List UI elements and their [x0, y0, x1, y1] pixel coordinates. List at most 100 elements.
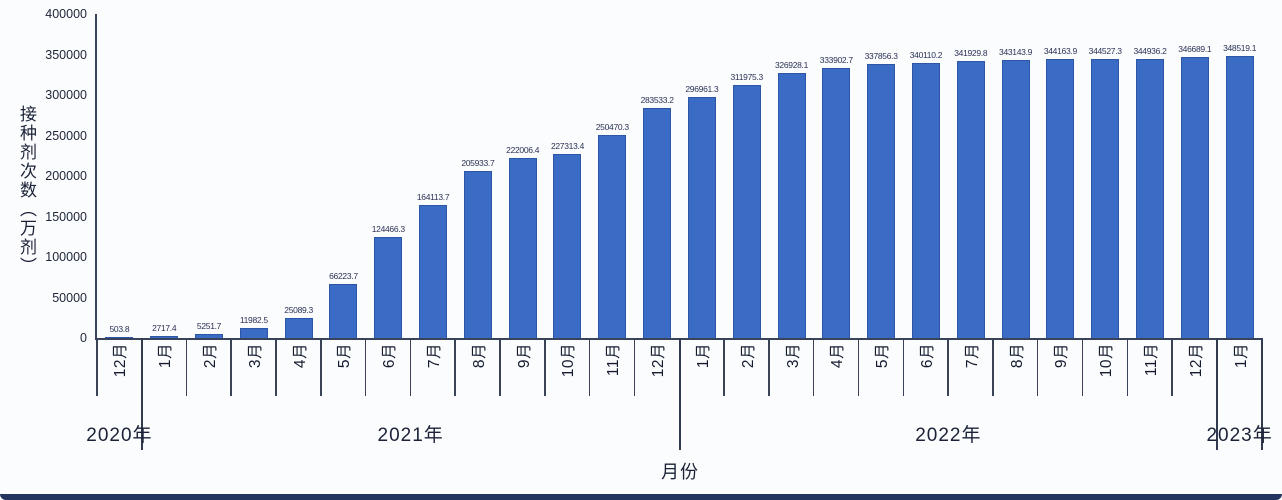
- month-separator-line: [633, 338, 636, 396]
- x-tick-month-label: 10月: [560, 343, 578, 378]
- bar: [1180, 57, 1209, 338]
- y-tick-label: 50000: [52, 290, 87, 305]
- month-separator-line: [96, 338, 98, 396]
- x-tick-month-label: 9月: [1053, 343, 1071, 369]
- month-separator-line: [947, 338, 949, 396]
- year-label: 2020年: [86, 425, 153, 446]
- bar-value-label: 25089.3: [284, 304, 313, 315]
- x-tick-month-label: 12月: [112, 343, 130, 378]
- y-tick-label: 350000: [45, 47, 87, 62]
- bar-value-label: 227313.4: [550, 140, 584, 151]
- y-tick-label: 250000: [45, 128, 87, 143]
- month-separator-line: [364, 338, 367, 396]
- month-separator-line: [1036, 338, 1039, 396]
- bar: [598, 135, 627, 338]
- bar: [150, 335, 179, 338]
- bar: [329, 284, 358, 338]
- x-tick-month-label: 6月: [918, 343, 936, 369]
- x-tick-month-label: 3月: [246, 343, 264, 369]
- month-separator-line: [544, 338, 546, 396]
- x-tick-month-label: 7月: [426, 343, 444, 369]
- bar-value-label: 343143.9: [999, 47, 1033, 58]
- year-separator-line: [1261, 338, 1263, 450]
- x-tick-month-label: 5月: [336, 343, 354, 369]
- bar-value-label: 311975.3: [730, 72, 763, 83]
- bar: [732, 85, 761, 338]
- bar: [687, 97, 716, 338]
- bar-value-label: 250470.3: [595, 122, 629, 133]
- x-tick-month-label: 9月: [515, 343, 533, 369]
- month-separator-line: [454, 338, 456, 396]
- bar-value-label: 222006.4: [506, 145, 540, 156]
- x-tick-month-label: 1月: [157, 343, 175, 369]
- x-tick-month-label: 2月: [202, 343, 219, 369]
- month-separator-line: [588, 338, 591, 396]
- year-separator-line: [140, 338, 143, 450]
- x-tick-month-label: 1月: [1232, 343, 1250, 369]
- bar-value-label: 5251.7: [196, 320, 222, 331]
- month-separator-line: [812, 338, 815, 396]
- x-tick-month-label: 3月: [784, 343, 802, 369]
- bar-value-label: 124466.3: [371, 224, 405, 235]
- bar: [956, 61, 985, 338]
- bar-value-label: 346689.1: [1178, 44, 1212, 55]
- year-separator-line: [678, 338, 681, 450]
- x-tick-month-label: 12月: [1187, 343, 1205, 378]
- x-tick-month-label: 4月: [291, 343, 309, 369]
- bar-value-label: 164113.7: [416, 192, 450, 203]
- x-tick-month-label: 8月: [470, 343, 488, 369]
- bar: [777, 73, 806, 338]
- x-tick-month-label: 8月: [1008, 343, 1026, 369]
- month-separator-line: [320, 338, 322, 396]
- x-tick-month-label: 1月: [694, 343, 712, 369]
- bar: [463, 171, 492, 338]
- x-tick-month-label: 6月: [381, 343, 399, 369]
- y-axis-title: 接种剂次数（万剂）: [17, 104, 36, 276]
- bar: [1046, 59, 1075, 338]
- bar: [239, 328, 268, 338]
- year-label: 2022年: [915, 425, 982, 446]
- bar: [1225, 55, 1254, 338]
- bar: [508, 158, 537, 338]
- bar-value-label: 66223.7: [329, 271, 358, 282]
- month-separator-line: [275, 338, 277, 396]
- month-separator-line: [857, 338, 860, 396]
- y-axis-line: [95, 14, 97, 338]
- bar-value-label: 348519.1: [1223, 42, 1257, 53]
- bar-value-label: 11982.5: [239, 315, 268, 326]
- bar-value-label: 2717.4: [152, 322, 177, 333]
- bar-value-label: 283533.2: [640, 95, 674, 106]
- bar-value-label: 344527.3: [1088, 45, 1122, 56]
- y-tick-label: 0: [80, 331, 87, 345]
- month-separator-line: [723, 338, 725, 396]
- bar-value-label: 340110.2: [909, 49, 943, 60]
- x-axis-title: 月份: [661, 462, 699, 482]
- bar: [911, 62, 940, 338]
- y-tick-label: 300000: [45, 88, 87, 102]
- bar: [1135, 58, 1164, 338]
- y-tick-label: 200000: [45, 169, 87, 183]
- bar-value-label: 503.8: [109, 324, 130, 334]
- bar: [374, 237, 403, 338]
- month-separator-line: [992, 338, 994, 396]
- bar-value-label: 341929.8: [954, 48, 988, 59]
- bar: [822, 67, 851, 338]
- bar-value-label: 296961.3: [685, 84, 719, 95]
- footer-bar: [0, 494, 1282, 500]
- year-separator-line: [1216, 338, 1219, 450]
- bar-value-label: 344936.2: [1133, 45, 1167, 56]
- bar: [195, 333, 224, 338]
- x-tick-month-label: 5月: [874, 343, 892, 369]
- x-tick-month-label: 4月: [829, 343, 847, 369]
- bar: [1091, 58, 1120, 338]
- year-label: 2021年: [377, 425, 444, 446]
- y-tick-label: 150000: [45, 209, 87, 224]
- x-tick-month-label: 10月: [1098, 343, 1116, 378]
- month-separator-line: [499, 338, 501, 396]
- month-separator-line: [1081, 338, 1084, 396]
- x-tick-month-label: 2月: [739, 343, 757, 369]
- month-separator-line: [1171, 338, 1173, 396]
- bar: [643, 108, 672, 338]
- bar: [105, 337, 134, 338]
